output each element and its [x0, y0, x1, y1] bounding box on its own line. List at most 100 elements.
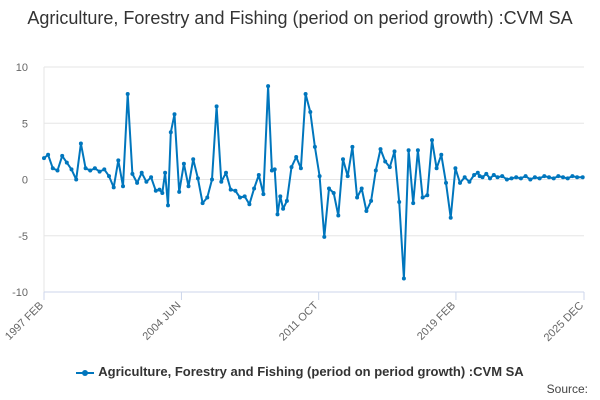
- data-point: [69, 167, 74, 172]
- data-point: [177, 189, 182, 194]
- data-point: [83, 166, 88, 171]
- data-point: [509, 176, 514, 181]
- data-point: [50, 166, 55, 171]
- y-tick-label: -10: [12, 287, 28, 299]
- data-point: [272, 167, 277, 172]
- data-point: [289, 165, 294, 170]
- legend[interactable]: Agriculture, Forestry and Fishing (perio…: [0, 364, 600, 379]
- data-point: [401, 276, 406, 281]
- x-tick-label: 2025 DEC: [542, 300, 586, 344]
- data-point: [92, 166, 97, 171]
- data-point: [256, 173, 261, 177]
- y-tick-label: 5: [22, 118, 28, 130]
- data-point: [247, 202, 252, 207]
- x-tick-label: 2011 OCT: [277, 299, 321, 343]
- data-point: [64, 160, 69, 165]
- data-point: [475, 170, 480, 175]
- data-point: [102, 167, 107, 172]
- data-point: [298, 166, 303, 171]
- data-point: [458, 180, 462, 185]
- data-point: [425, 193, 430, 198]
- data-point: [191, 157, 196, 162]
- data-point: [168, 130, 173, 135]
- data-point: [532, 175, 537, 180]
- data-point: [233, 188, 238, 193]
- data-point: [570, 174, 575, 179]
- data-point: [341, 157, 345, 162]
- data-point: [336, 213, 341, 218]
- data-point: [214, 104, 219, 109]
- data-point: [111, 185, 116, 190]
- data-point: [88, 168, 93, 173]
- data-point: [242, 194, 247, 199]
- data-point: [125, 92, 130, 96]
- data-point: [495, 175, 500, 180]
- data-point: [484, 171, 489, 176]
- data-point: [373, 168, 378, 173]
- data-point: [195, 176, 200, 181]
- data-point: [415, 148, 420, 153]
- data-point: [219, 179, 224, 184]
- data-point: [488, 176, 492, 181]
- data-point: [331, 191, 336, 195]
- x-tick-label: 2004 JUN: [140, 300, 183, 343]
- data-point: [135, 180, 140, 185]
- data-point: [420, 195, 425, 200]
- series-line: [43, 85, 583, 280]
- data-point: [107, 174, 111, 179]
- data-point: [504, 177, 509, 182]
- data-point: [551, 176, 556, 181]
- data-point: [160, 191, 165, 195]
- y-tick-label: 10: [16, 62, 28, 74]
- data-point: [467, 179, 472, 184]
- data-point: [556, 174, 561, 179]
- data-point: [186, 184, 191, 189]
- source-label: Source:: [546, 382, 588, 396]
- data-point: [224, 170, 228, 175]
- data-point: [434, 166, 439, 171]
- data-point: [430, 138, 434, 143]
- data-point: [144, 179, 149, 184]
- data-point: [266, 84, 271, 89]
- data-point: [181, 161, 186, 166]
- series-area: [42, 84, 585, 281]
- data-point: [284, 198, 289, 203]
- data-point: [472, 173, 477, 177]
- data-point: [322, 234, 327, 239]
- data-point: [411, 201, 416, 206]
- data-point: [523, 174, 528, 179]
- data-point: [153, 188, 158, 193]
- data-point: [157, 187, 162, 192]
- y-tick-label: -5: [18, 231, 28, 243]
- data-point: [565, 176, 570, 181]
- data-point: [350, 144, 355, 149]
- data-point: [116, 158, 121, 163]
- data-point: [312, 144, 317, 149]
- data-point: [359, 186, 364, 191]
- chart-title: Agriculture, Forestry and Fishing (perio…: [27, 8, 573, 28]
- data-point: [392, 149, 397, 154]
- data-point: [149, 175, 154, 180]
- data-point: [518, 176, 523, 181]
- data-point: [537, 176, 542, 181]
- data-point: [200, 201, 205, 206]
- data-point: [500, 174, 505, 179]
- data-point: [210, 177, 214, 182]
- data-point: [238, 195, 242, 200]
- data-point: [514, 175, 519, 180]
- data-point: [228, 187, 233, 192]
- y-tick-label: 0: [22, 175, 28, 187]
- data-point: [252, 186, 257, 191]
- data-point: [275, 212, 280, 217]
- gridlines: [43, 66, 584, 293]
- x-tick-label: 1997 FEB: [3, 300, 46, 343]
- data-point: [74, 177, 79, 182]
- data-point: [528, 177, 533, 182]
- data-point: [462, 175, 467, 180]
- data-point: [542, 174, 547, 179]
- data-point: [172, 112, 177, 117]
- data-point: [139, 170, 144, 175]
- data-point: [364, 209, 369, 213]
